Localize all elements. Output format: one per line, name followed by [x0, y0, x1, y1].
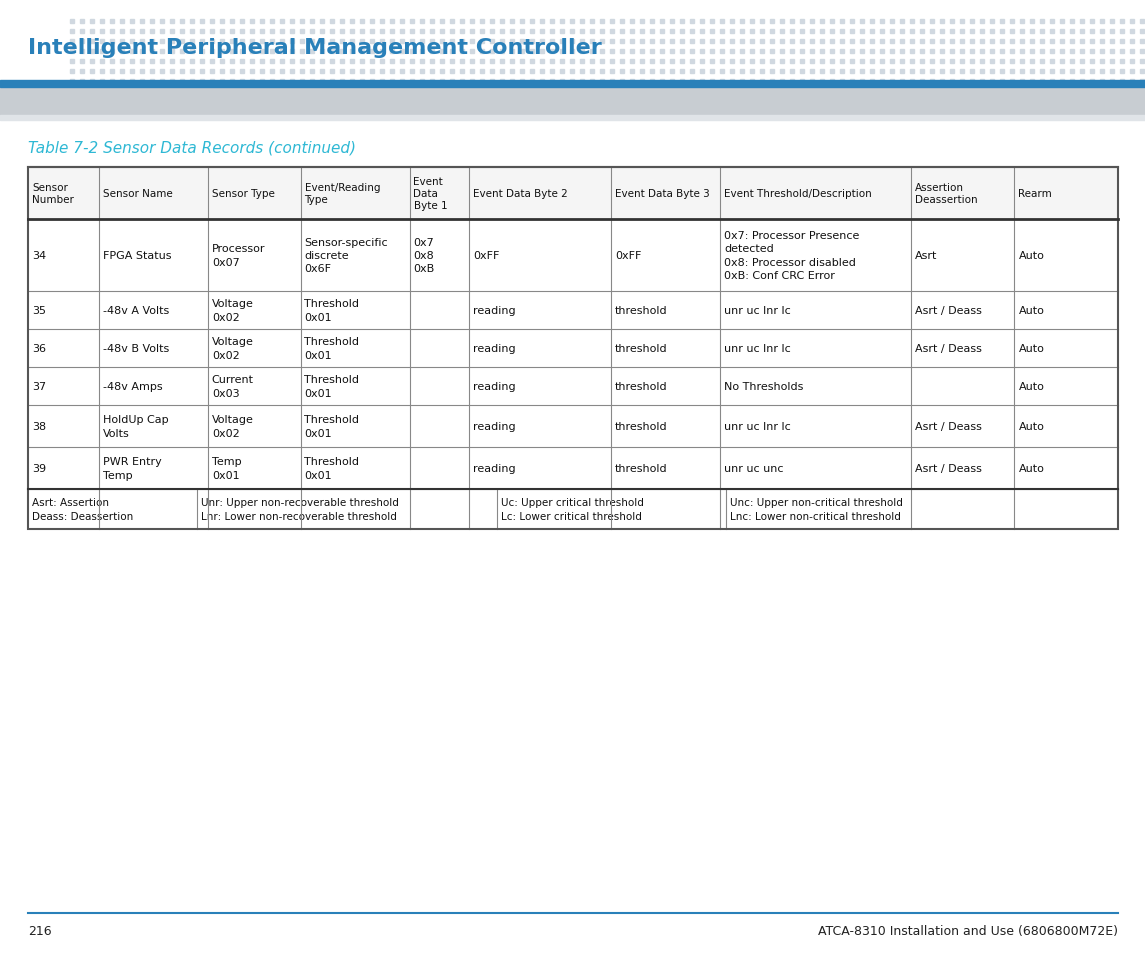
Text: Threshold
0x01: Threshold 0x01	[305, 375, 360, 398]
Text: Uc: Upper critical threshold
Lc: Lower critical threshold: Uc: Upper critical threshold Lc: Lower c…	[500, 497, 643, 521]
Text: threshold: threshold	[615, 421, 668, 432]
Text: Auto: Auto	[1018, 306, 1044, 315]
Text: 216: 216	[27, 924, 52, 938]
Bar	[0, 116, 1145, 121]
Text: Threshold
0x01: Threshold 0x01	[305, 337, 360, 360]
Text: threshold: threshold	[615, 306, 668, 315]
Text: Event Data Byte 2: Event Data Byte 2	[473, 189, 568, 199]
Text: Sensor Name: Sensor Name	[103, 189, 173, 199]
Text: PWR Entry
Temp: PWR Entry Temp	[103, 456, 161, 480]
Text: Auto: Auto	[1018, 381, 1044, 392]
Text: No Thresholds: No Thresholds	[724, 381, 804, 392]
Text: threshold: threshold	[615, 344, 668, 354]
Bar	[27, 168, 1118, 220]
Text: reading: reading	[473, 344, 516, 354]
Text: Unc: Upper non-critical threshold
Lnc: Lower non-critical threshold: Unc: Upper non-critical threshold Lnc: L…	[729, 497, 902, 521]
Text: 37: 37	[32, 381, 46, 392]
Text: Temp
0x01: Temp 0x01	[212, 456, 242, 480]
Text: ATCA-8310 Installation and Use (6806800M72E): ATCA-8310 Installation and Use (6806800M…	[818, 924, 1118, 938]
Text: Auto: Auto	[1018, 251, 1044, 261]
Text: Voltage
0x02: Voltage 0x02	[212, 299, 254, 322]
Text: threshold: threshold	[615, 381, 668, 392]
Text: Unr: Upper non-recoverable threshold
Lnr: Lower non-recoverable threshold: Unr: Upper non-recoverable threshold Lnr…	[202, 497, 398, 521]
Text: Event Data Byte 3: Event Data Byte 3	[615, 189, 710, 199]
Text: 36: 36	[32, 344, 46, 354]
Text: Threshold
0x01: Threshold 0x01	[305, 456, 360, 480]
Text: -48v A Volts: -48v A Volts	[103, 306, 169, 315]
Text: unr uc unc: unr uc unc	[724, 463, 783, 474]
Text: Asrt / Deass: Asrt / Deass	[915, 463, 981, 474]
Text: reading: reading	[473, 306, 516, 315]
Text: -48v B Volts: -48v B Volts	[103, 344, 169, 354]
Text: Asrt / Deass: Asrt / Deass	[915, 344, 981, 354]
Text: 35: 35	[32, 306, 46, 315]
Text: Voltage
0x02: Voltage 0x02	[212, 415, 254, 438]
Text: reading: reading	[473, 463, 516, 474]
Text: Asrt / Deass: Asrt / Deass	[915, 306, 981, 315]
Text: Intelligent Peripheral Management Controller: Intelligent Peripheral Management Contro…	[27, 38, 602, 58]
Bar	[27, 168, 1118, 530]
Text: unr uc lnr lc: unr uc lnr lc	[724, 421, 791, 432]
Text: Auto: Auto	[1018, 421, 1044, 432]
Text: 39: 39	[32, 463, 46, 474]
Text: -48v Amps: -48v Amps	[103, 381, 163, 392]
Text: Rearm: Rearm	[1018, 189, 1052, 199]
Text: Table 7-2 Sensor Data Records (continued): Table 7-2 Sensor Data Records (continued…	[27, 140, 356, 155]
Text: threshold: threshold	[615, 463, 668, 474]
Text: Voltage
0x02: Voltage 0x02	[212, 337, 254, 360]
Text: FPGA Status: FPGA Status	[103, 251, 172, 261]
Text: 0xFF: 0xFF	[615, 251, 641, 261]
Text: HoldUp Cap
Volts: HoldUp Cap Volts	[103, 415, 168, 438]
Text: Event Threshold/Description: Event Threshold/Description	[724, 189, 871, 199]
Bar	[0, 88, 1145, 116]
Text: Asrt: Asrt	[915, 251, 938, 261]
Text: 38: 38	[32, 421, 46, 432]
Text: Processor
0x07: Processor 0x07	[212, 244, 266, 268]
Text: unr uc lnr lc: unr uc lnr lc	[724, 344, 791, 354]
Text: Current
0x03: Current 0x03	[212, 375, 254, 398]
Text: Sensor Type: Sensor Type	[212, 189, 275, 199]
Text: 0x7
0x8
0xB: 0x7 0x8 0xB	[413, 237, 435, 274]
Text: Auto: Auto	[1018, 344, 1044, 354]
Text: Sensor-specific
discrete
0x6F: Sensor-specific discrete 0x6F	[305, 237, 388, 274]
Text: Asrt / Deass: Asrt / Deass	[915, 421, 981, 432]
Text: Threshold
0x01: Threshold 0x01	[305, 299, 360, 322]
Text: Assertion
Deassertion: Assertion Deassertion	[915, 183, 978, 205]
Text: reading: reading	[473, 381, 516, 392]
Text: Event/Reading
Type: Event/Reading Type	[305, 183, 380, 205]
Text: Event
Data
Byte 1: Event Data Byte 1	[413, 177, 448, 211]
Text: unr uc lnr lc: unr uc lnr lc	[724, 306, 791, 315]
Text: 0xFF: 0xFF	[473, 251, 500, 261]
Text: Sensor
Number: Sensor Number	[32, 183, 74, 205]
Text: reading: reading	[473, 421, 516, 432]
Text: Asrt: Assertion
Deass: Deassertion: Asrt: Assertion Deass: Deassertion	[32, 497, 133, 521]
Text: 34: 34	[32, 251, 46, 261]
Text: Threshold
0x01: Threshold 0x01	[305, 415, 360, 438]
Bar	[0, 81, 1145, 88]
Text: Auto: Auto	[1018, 463, 1044, 474]
Text: 0x7: Processor Presence
detected
0x8: Processor disabled
0xB: Conf CRC Error: 0x7: Processor Presence detected 0x8: Pr…	[724, 231, 860, 280]
